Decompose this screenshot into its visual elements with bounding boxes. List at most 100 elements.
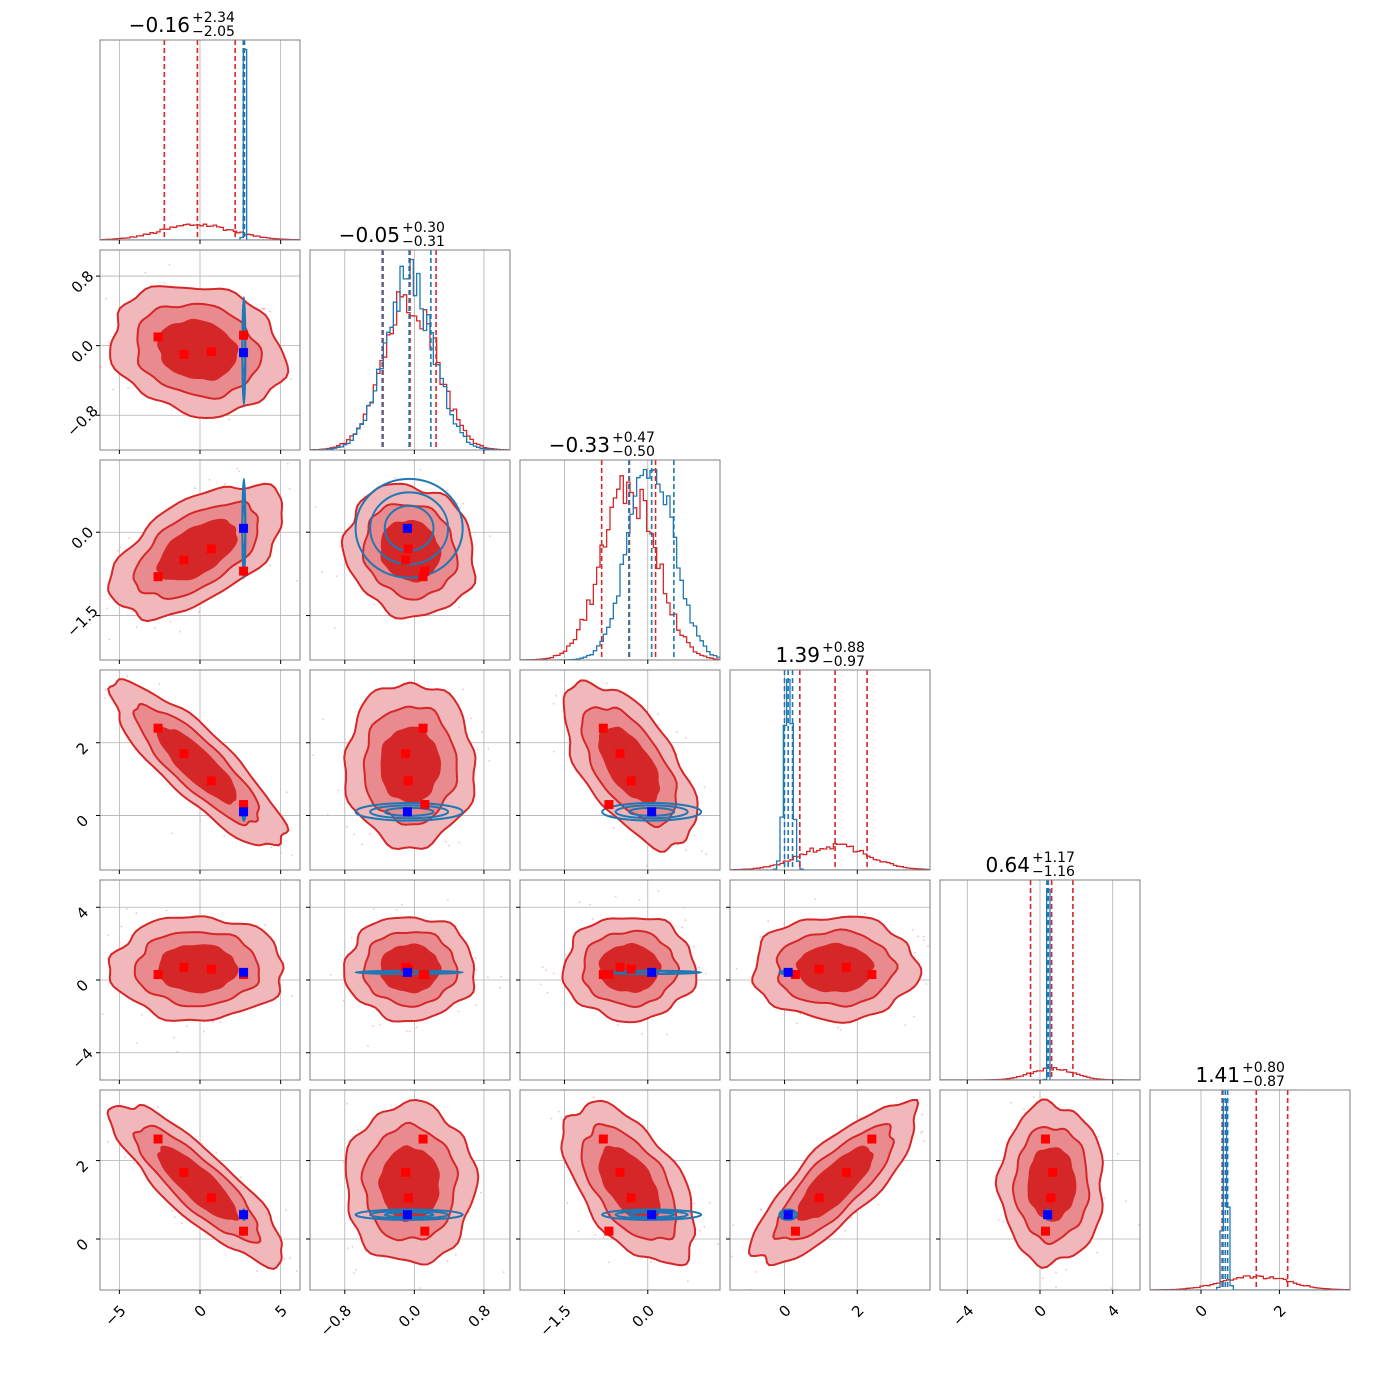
red-sample-point: [998, 1037, 1000, 1039]
blue-marker: [783, 967, 793, 977]
red-sample-point: [171, 832, 173, 835]
red-sample-point: [1055, 1286, 1057, 1289]
param-title-plus-2: +0.47: [612, 430, 655, 446]
blue-contour-0: [354, 477, 464, 579]
red-sample-point: [157, 1106, 159, 1108]
red-sample-point: [555, 694, 558, 697]
red-marker: [179, 349, 189, 359]
red-sample-point: [839, 1029, 842, 1031]
red-sample-point: [470, 717, 473, 720]
panel-5-0: −5 0 5 0 2: [73, 1089, 301, 1330]
red-contour-2: [157, 944, 239, 994]
red-sample-point: [223, 835, 226, 838]
red-sample-point: [201, 1142, 203, 1145]
red-marker: [153, 332, 163, 342]
red-sample-point: [457, 1010, 460, 1013]
red-sample-point: [565, 953, 567, 956]
panel-2-0: −1.5 0.0: [63, 459, 321, 664]
red-sample-point: [541, 966, 544, 969]
panel-content: [100, 460, 321, 660]
red-sample-point: [856, 1115, 858, 1118]
red-sample-point: [552, 702, 555, 705]
red-sample-point: [238, 470, 241, 473]
red-sample-point: [419, 468, 422, 471]
red-sample-point: [461, 932, 464, 935]
red-sample-point: [1125, 1200, 1127, 1202]
red-sample-point: [921, 1113, 924, 1116]
red-sample-point: [705, 853, 708, 856]
y-tick-label: 4: [73, 903, 92, 922]
blue-marker: [239, 807, 249, 817]
red-sample-point: [454, 1253, 457, 1256]
red-marker: [867, 970, 877, 980]
red-sample-point: [783, 922, 785, 925]
red-sample-point: [577, 1230, 580, 1233]
blue-histogram: [520, 468, 720, 660]
red-sample-point: [286, 791, 288, 794]
red-marker: [1040, 1226, 1050, 1236]
red-sample-point: [997, 1219, 1000, 1221]
red-sample-point: [1033, 1096, 1035, 1099]
red-sample-point: [264, 924, 266, 926]
red-marker: [401, 1167, 411, 1177]
red-sample-point: [462, 688, 464, 691]
panel-4-1: [306, 879, 511, 1084]
red-sample-point: [288, 487, 291, 490]
red-sample-point: [179, 630, 182, 633]
red-sample-point: [723, 999, 725, 1001]
red-sample-point: [351, 1245, 354, 1248]
red-sample-point: [665, 1033, 668, 1036]
param-title-5: 1.41: [1195, 1063, 1240, 1087]
red-marker: [179, 555, 189, 565]
param-title-0: −0.16: [129, 13, 190, 37]
y-tick-label: 0.0: [68, 337, 98, 367]
red-sample-point: [169, 621, 172, 623]
red-sample-point: [345, 825, 348, 828]
param-title-2: −0.33: [549, 433, 610, 457]
red-sample-point: [30, 963, 32, 965]
red-marker: [153, 572, 163, 582]
panel-content: [940, 880, 1140, 1080]
blue-histogram: [730, 678, 930, 870]
red-sample-point: [319, 506, 321, 508]
red-sample-point: [100, 366, 103, 368]
red-marker: [420, 800, 430, 810]
red-sample-point: [116, 549, 119, 552]
red-marker: [1048, 1167, 1058, 1177]
panel-content: [100, 670, 300, 870]
red-marker: [1040, 1134, 1050, 1144]
panel-1-0: −0.8 0.0 0.8: [63, 249, 301, 454]
red-sample-point: [261, 307, 263, 310]
x-tick-label: −5: [101, 1302, 129, 1330]
panel-3-0: 02: [73, 669, 301, 874]
red-sample-point: [675, 731, 678, 734]
red-sample-point: [581, 1077, 583, 1079]
panel-frame: [309, 669, 511, 871]
red-sample-point: [676, 753, 678, 756]
red-sample-point: [645, 864, 648, 867]
y-tick-label: 2: [73, 1157, 92, 1176]
panel-content: [100, 250, 300, 450]
red-sample-point: [487, 747, 490, 750]
red-sample-point: [589, 903, 592, 906]
red-sample-point: [578, 901, 581, 904]
x-tick-label: 0.8: [465, 1302, 495, 1332]
red-marker: [153, 723, 163, 733]
red-marker: [604, 1226, 614, 1236]
red-sample-point: [208, 478, 211, 481]
red-sample-point: [346, 1102, 348, 1105]
red-sample-point: [458, 841, 461, 844]
red-marker: [401, 555, 411, 565]
red-sample-point: [101, 1013, 104, 1015]
blue-contour-0: [601, 1208, 703, 1221]
panel-4-2: [516, 879, 721, 1084]
blue-marker: [647, 807, 657, 817]
red-marker: [403, 776, 413, 786]
red-sample-point: [288, 1257, 291, 1260]
red-sample-point: [699, 1229, 702, 1232]
red-sample-point: [920, 1131, 922, 1134]
panel-4-4: 0.64 +1.17−1.16: [939, 850, 1141, 1084]
red-marker: [841, 962, 851, 972]
red-sample-point: [613, 827, 615, 830]
blue-marker: [402, 523, 412, 533]
